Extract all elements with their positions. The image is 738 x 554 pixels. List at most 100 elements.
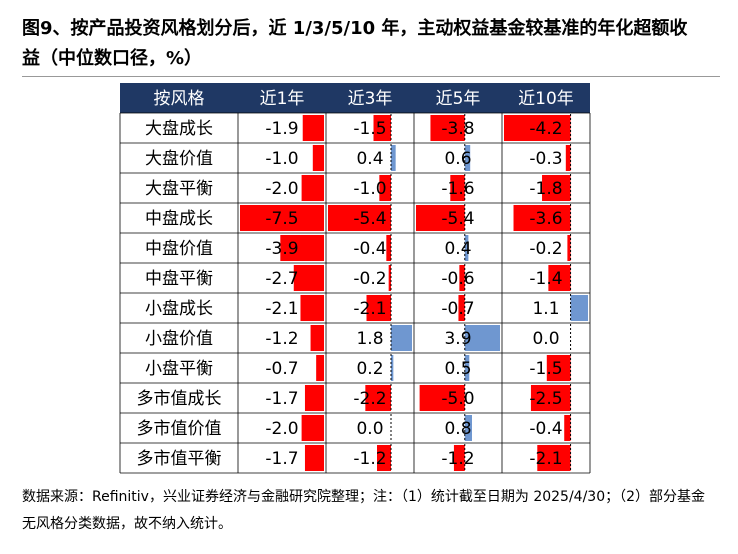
- header-row: [120, 83, 590, 113]
- row-name: 大盘成长: [145, 119, 213, 139]
- cell-value: -1.7: [265, 389, 298, 409]
- data-bar: [379, 175, 391, 201]
- data-bar: [464, 355, 470, 381]
- cell-value: -1.5: [353, 119, 386, 139]
- cell-value: -2.2: [353, 389, 386, 409]
- data-bar: [301, 415, 324, 441]
- data-bar: [300, 295, 324, 321]
- data-bar: [565, 145, 571, 171]
- data-bar: [386, 235, 391, 261]
- cell-value: 0.4: [444, 239, 471, 259]
- cell-value: 0.0: [356, 419, 383, 439]
- row-name: 中盘成长: [145, 209, 213, 229]
- cell-value: -1.0: [265, 149, 298, 169]
- cell-value: -0.4: [529, 419, 562, 439]
- data-bar: [537, 445, 571, 471]
- row-name: 小盘平衡: [145, 359, 213, 379]
- cell-value: 1.1: [532, 299, 559, 319]
- data-bar: [293, 265, 324, 291]
- cell-value: -1.9: [265, 119, 298, 139]
- data-bar: [312, 145, 324, 171]
- source-note: 数据来源：Refinitiv，兴业证券经济与金融研究院整理；注：（1）统计截至日…: [22, 489, 706, 532]
- row-name: 大盘平衡: [145, 179, 213, 199]
- cell-value: -0.7: [265, 359, 298, 379]
- title-rule: [22, 76, 720, 77]
- cell-value: -1.7: [265, 449, 298, 469]
- data-bar: [513, 205, 571, 231]
- cell-value: -1.6: [441, 179, 474, 199]
- cell-value: -0.2: [529, 239, 562, 259]
- cell-value: -1.2: [441, 449, 474, 469]
- cell-value: -1.4: [529, 269, 562, 289]
- column-header: 近3年: [348, 89, 393, 109]
- table: 按风格 近1年 近3年 近5年 近10年 -1.9 -1.0 -2.0 -7.5 -3.9 -2.7…: [119, 83, 591, 474]
- title: 图9、按产品投资风格划分后，近 1/3/5/10 年，主动权益基金较基准的年化超…: [22, 18, 688, 69]
- cell-value: -0.6: [441, 269, 474, 289]
- row-name: 多市值成长: [137, 389, 222, 409]
- cell-value: -2.1: [529, 449, 562, 469]
- cell-value: -3.9: [265, 239, 298, 259]
- row-name: 中盘价值: [145, 239, 213, 259]
- row-name: 小盘成长: [145, 299, 213, 319]
- data-bar: [377, 445, 391, 471]
- data-bar: [430, 115, 465, 141]
- data-bar: [546, 355, 571, 381]
- cell-value: 0.6: [444, 149, 471, 169]
- data-bar: [504, 115, 571, 141]
- cell-value: -2.0: [265, 179, 298, 199]
- data-bar: [366, 295, 391, 321]
- cell-value: 0.5: [444, 359, 471, 379]
- data-bar: [458, 295, 465, 321]
- cell-value: -2.5: [529, 389, 562, 409]
- row-name: 小盘价值: [145, 329, 213, 349]
- cell-value: -1.2: [265, 329, 298, 349]
- cell-value: -3.6: [529, 209, 562, 229]
- cell-value: 0.4: [356, 149, 383, 169]
- data-bar: [548, 265, 571, 291]
- cell-value: -7.5: [265, 209, 298, 229]
- data-bar: [464, 415, 472, 441]
- data-bar: [530, 385, 571, 411]
- column-header: 按风格: [154, 89, 205, 109]
- cell-value: -0.7: [441, 299, 474, 319]
- data-bar: [542, 175, 571, 201]
- data-bar: [310, 325, 324, 351]
- data-bar: [464, 325, 500, 351]
- cell-value: -3.8: [441, 119, 474, 139]
- cell-value: -1.8: [529, 179, 562, 199]
- data-bar: [391, 145, 396, 171]
- cell-value: 1.8: [356, 329, 383, 349]
- data-bar: [391, 355, 394, 381]
- cell-value: -1.0: [353, 179, 386, 199]
- data-bar: [301, 175, 324, 201]
- cell-value: -0.2: [353, 269, 386, 289]
- data-bar: [450, 175, 465, 201]
- data-bar: [304, 445, 324, 471]
- data-bar: [240, 205, 324, 231]
- data-bar: [388, 265, 391, 291]
- cell-value: -1.5: [529, 359, 562, 379]
- data-bar: [302, 115, 324, 141]
- data-bar: [419, 385, 465, 411]
- data-bar: [316, 355, 324, 381]
- cell-value: 3.9: [444, 329, 471, 349]
- column-header: 近10年: [518, 89, 574, 109]
- cell-value: -5.0: [441, 389, 474, 409]
- cell-value: -0.4: [353, 239, 386, 259]
- data-bar: [365, 385, 391, 411]
- cell-value: -1.2: [353, 449, 386, 469]
- data-bar: [328, 205, 391, 231]
- data-bar: [280, 235, 324, 261]
- data-bar: [391, 325, 412, 351]
- cell-value: -0.3: [529, 149, 562, 169]
- data-bar: [564, 415, 571, 441]
- data-bar: [567, 235, 571, 261]
- cell-value: 0.0: [532, 329, 559, 349]
- data-bar: [459, 265, 465, 291]
- data-bar: [373, 115, 391, 141]
- row-name: 中盘平衡: [145, 269, 213, 289]
- row-name: 多市值价值: [137, 419, 222, 439]
- row-name: 多市值平衡: [137, 449, 222, 469]
- cell-value: -2.1: [353, 299, 386, 319]
